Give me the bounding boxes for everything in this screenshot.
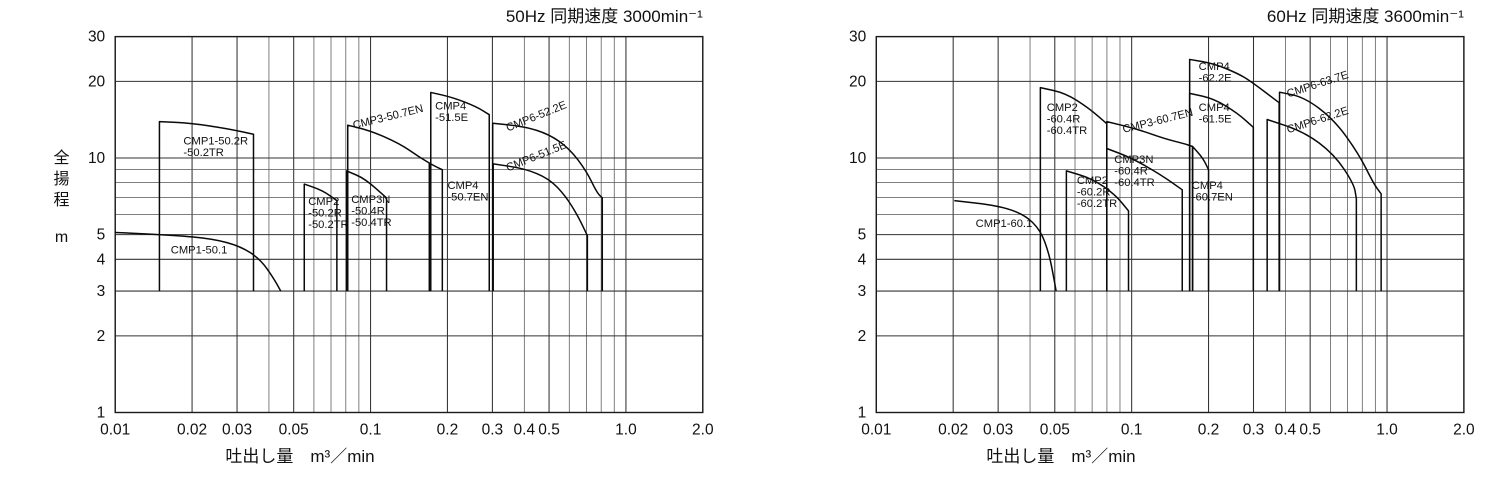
svg-text:CMP3N-50.4R-50.4TR: CMP3N -50.4R -50.4TR (351, 194, 391, 229)
svg-text:0.3: 0.3 (1243, 422, 1265, 439)
svg-text:4: 4 (97, 251, 106, 268)
svg-text:0.02: 0.02 (938, 422, 968, 439)
svg-text:0.05: 0.05 (1040, 422, 1070, 439)
svg-text:1: 1 (858, 405, 867, 422)
svg-text:CMP2-50.2R-50.2TR: CMP2 -50.2R -50.2TR (308, 196, 348, 231)
svg-text:0.02: 0.02 (177, 422, 207, 439)
svg-text:1.0: 1.0 (615, 422, 637, 439)
svg-text:揚: 揚 (53, 170, 69, 188)
svg-text:20: 20 (88, 73, 106, 90)
svg-text:1.0: 1.0 (1376, 422, 1398, 439)
svg-text:3: 3 (97, 283, 106, 300)
svg-text:CMP4-51.5E: CMP4 -51.5E (435, 101, 468, 125)
svg-text:20: 20 (849, 73, 867, 90)
svg-text:0.4: 0.4 (1275, 422, 1297, 439)
svg-text:0.03: 0.03 (983, 422, 1013, 439)
svg-text:0.2: 0.2 (437, 422, 459, 439)
svg-text:CMP4-50.7EN: CMP4 -50.7EN (447, 180, 488, 204)
svg-text:0.4: 0.4 (514, 422, 536, 439)
svg-text:吐出し量 m³／min: 吐出し量 m³／min (986, 447, 1135, 466)
svg-text:全: 全 (53, 149, 69, 167)
svg-text:1: 1 (97, 405, 106, 422)
svg-text:0.1: 0.1 (1121, 422, 1143, 439)
svg-text:CMP1-50.1: CMP1-50.1 (171, 244, 228, 256)
svg-text:0.5: 0.5 (538, 422, 560, 439)
svg-text:2.0: 2.0 (692, 422, 714, 439)
svg-text:m: m (55, 229, 68, 246)
svg-text:0.05: 0.05 (279, 422, 309, 439)
svg-text:0.5: 0.5 (1299, 422, 1321, 439)
svg-text:CMP1-50.2R-50.2TR: CMP1-50.2R -50.2TR (183, 136, 248, 160)
svg-text:CMP2-60.4R-60.4TR: CMP2 -60.4R -60.4TR (1047, 102, 1087, 137)
svg-text:CMP3N-60.4R-60.4TR: CMP3N -60.4R -60.4TR (1114, 154, 1154, 189)
svg-text:CMP6-62.2E: CMP6-62.2E (1285, 105, 1350, 136)
svg-text:2.0: 2.0 (1453, 422, 1475, 439)
svg-text:CMP6-51.5E: CMP6-51.5E (505, 139, 569, 174)
svg-text:0.03: 0.03 (222, 422, 252, 439)
svg-text:2: 2 (858, 328, 867, 345)
svg-text:60Hz 同期速度 3600min⁻¹: 60Hz 同期速度 3600min⁻¹ (1267, 7, 1464, 26)
svg-text:程: 程 (53, 191, 69, 209)
svg-text:CMP4-60.7EN: CMP4 -60.7EN (1192, 180, 1233, 204)
svg-text:0.01: 0.01 (861, 422, 891, 439)
svg-text:50Hz 同期速度 3000min⁻¹: 50Hz 同期速度 3000min⁻¹ (506, 7, 703, 26)
svg-text:CMP6-63.7E: CMP6-63.7E (1285, 69, 1350, 100)
svg-text:30: 30 (849, 29, 867, 46)
svg-text:CMP4-61.5E: CMP4 -61.5E (1199, 102, 1232, 126)
svg-text:30: 30 (88, 29, 106, 46)
svg-text:0.01: 0.01 (100, 422, 130, 439)
svg-text:5: 5 (97, 227, 106, 244)
svg-text:4: 4 (858, 251, 867, 268)
svg-text:CMP4-62.2E: CMP4 -62.2E (1199, 61, 1232, 85)
svg-text:0.1: 0.1 (360, 422, 382, 439)
svg-text:CMP3-50.7EN: CMP3-50.7EN (352, 103, 425, 132)
svg-text:2: 2 (97, 328, 106, 345)
svg-text:10: 10 (88, 150, 106, 167)
svg-text:CMP6-52.2E: CMP6-52.2E (505, 99, 569, 134)
svg-text:0.2: 0.2 (1198, 422, 1220, 439)
svg-text:5: 5 (858, 227, 867, 244)
svg-text:吐出し量 m³／min: 吐出し量 m³／min (225, 447, 374, 466)
svg-text:10: 10 (849, 150, 867, 167)
svg-text:CMP3-60.7EN: CMP3-60.7EN (1121, 107, 1194, 136)
svg-text:3: 3 (858, 283, 867, 300)
svg-text:CMP1-60.1: CMP1-60.1 (976, 218, 1033, 230)
svg-text:0.3: 0.3 (482, 422, 504, 439)
